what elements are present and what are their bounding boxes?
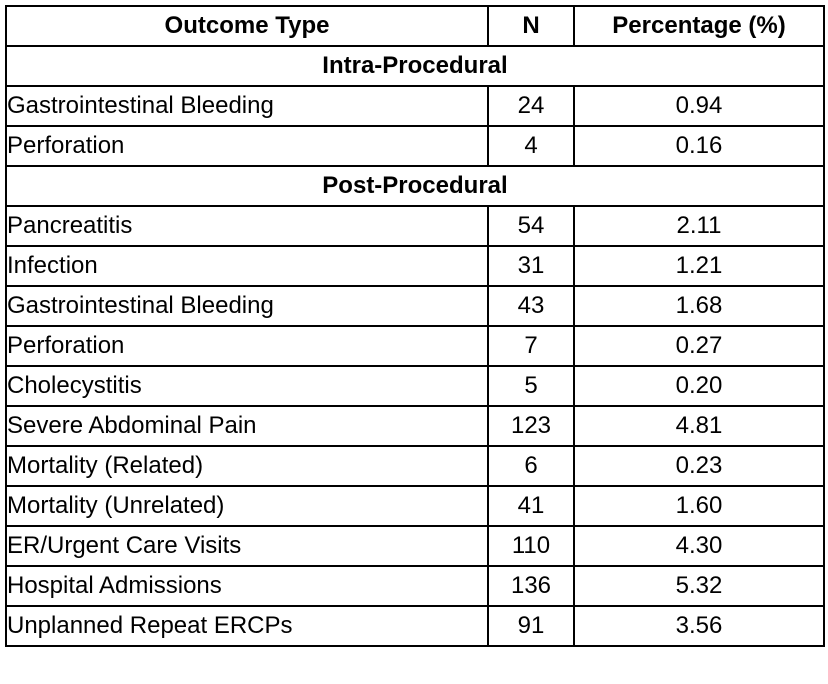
outcome-cell: Perforation <box>5 125 489 167</box>
outcome-cell: Mortality (Unrelated) <box>5 485 489 527</box>
table-row: Mortality (Unrelated) 41 1.60 <box>5 485 825 527</box>
table-container: Outcome Type N Percentage (%) Intra-Proc… <box>5 5 825 647</box>
table-row: Gastrointestinal Bleeding 43 1.68 <box>5 285 825 327</box>
header-outcome-type: Outcome Type <box>5 5 489 47</box>
n-cell: 24 <box>487 85 575 127</box>
percentage-cell: 3.56 <box>573 605 825 647</box>
n-cell: 43 <box>487 285 575 327</box>
outcome-cell: Hospital Admissions <box>5 565 489 607</box>
section-title-intra-procedural: Intra-Procedural <box>5 45 825 87</box>
table-row: ER/Urgent Care Visits 110 4.30 <box>5 525 825 567</box>
outcome-cell: Gastrointestinal Bleeding <box>5 285 489 327</box>
percentage-cell: 0.20 <box>573 365 825 407</box>
header-percentage: Percentage (%) <box>573 5 825 47</box>
section-title-post-procedural: Post-Procedural <box>5 165 825 207</box>
outcome-cell: Mortality (Related) <box>5 445 489 487</box>
table-row: Severe Abdominal Pain 123 4.81 <box>5 405 825 447</box>
outcome-cell: Gastrointestinal Bleeding <box>5 85 489 127</box>
percentage-cell: 4.81 <box>573 405 825 447</box>
n-cell: 136 <box>487 565 575 607</box>
percentage-cell: 0.27 <box>573 325 825 367</box>
table-row: Cholecystitis 5 0.20 <box>5 365 825 407</box>
percentage-cell: 0.94 <box>573 85 825 127</box>
table-row: Perforation 4 0.16 <box>5 125 825 167</box>
percentage-cell: 1.60 <box>573 485 825 527</box>
n-cell: 54 <box>487 205 575 247</box>
outcome-cell: Cholecystitis <box>5 365 489 407</box>
table-header: Outcome Type N Percentage (%) <box>5 5 825 47</box>
n-cell: 41 <box>487 485 575 527</box>
section-header-row: Intra-Procedural <box>5 45 825 87</box>
table-row: Infection 31 1.21 <box>5 245 825 287</box>
percentage-cell: 1.21 <box>573 245 825 287</box>
outcome-cell: Pancreatitis <box>5 205 489 247</box>
percentage-cell: 2.11 <box>573 205 825 247</box>
outcome-cell: Unplanned Repeat ERCPs <box>5 605 489 647</box>
n-cell: 31 <box>487 245 575 287</box>
outcome-cell: Infection <box>5 245 489 287</box>
outcome-cell: Perforation <box>5 325 489 367</box>
header-n: N <box>487 5 575 47</box>
n-cell: 7 <box>487 325 575 367</box>
table-row: Pancreatitis 54 2.11 <box>5 205 825 247</box>
header-row: Outcome Type N Percentage (%) <box>5 5 825 47</box>
percentage-cell: 5.32 <box>573 565 825 607</box>
n-cell: 110 <box>487 525 575 567</box>
percentage-cell: 0.16 <box>573 125 825 167</box>
table-row: Unplanned Repeat ERCPs 91 3.56 <box>5 605 825 647</box>
n-cell: 123 <box>487 405 575 447</box>
outcome-cell: Severe Abdominal Pain <box>5 405 489 447</box>
percentage-cell: 0.23 <box>573 445 825 487</box>
table-row: Mortality (Related) 6 0.23 <box>5 445 825 487</box>
outcomes-table: Outcome Type N Percentage (%) Intra-Proc… <box>5 5 825 647</box>
table-row: Hospital Admissions 136 5.32 <box>5 565 825 607</box>
n-cell: 91 <box>487 605 575 647</box>
percentage-cell: 1.68 <box>573 285 825 327</box>
n-cell: 5 <box>487 365 575 407</box>
table-row: Gastrointestinal Bleeding 24 0.94 <box>5 85 825 127</box>
table-body: Intra-Procedural Gastrointestinal Bleedi… <box>5 45 825 647</box>
n-cell: 6 <box>487 445 575 487</box>
section-header-row: Post-Procedural <box>5 165 825 207</box>
percentage-cell: 4.30 <box>573 525 825 567</box>
n-cell: 4 <box>487 125 575 167</box>
table-row: Perforation 7 0.27 <box>5 325 825 367</box>
outcome-cell: ER/Urgent Care Visits <box>5 525 489 567</box>
